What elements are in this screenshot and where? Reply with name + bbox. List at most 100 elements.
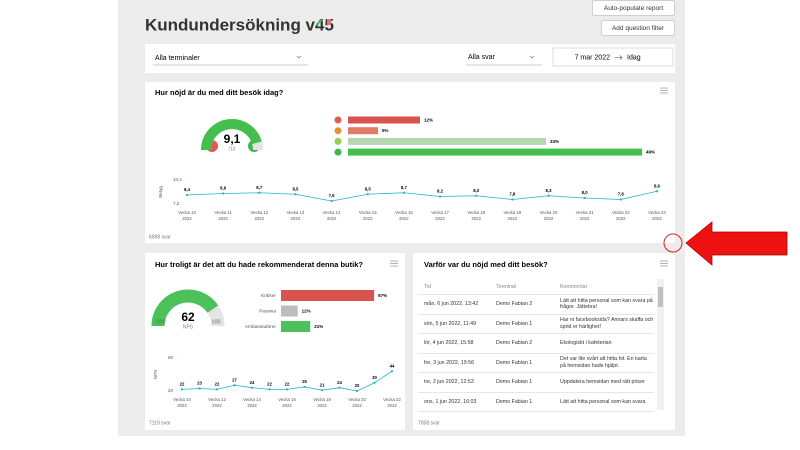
point-label: 7,6 <box>329 193 336 198</box>
page-title: Kundundersökning v45 <box>145 15 334 34</box>
add-filter-button[interactable]: Add question filter <box>601 20 675 36</box>
bar <box>281 321 311 332</box>
x-tick-year: 2022 <box>399 216 409 221</box>
x-tick-year: 2022 <box>327 216 337 221</box>
table-cell: Demo Fabian 1 <box>496 379 533 385</box>
card-title: Hur nöjd är du med ditt besök idag? <box>155 88 284 97</box>
table-cell: Har ni facebooksida? Annars skaffa och s… <box>560 317 654 330</box>
bar-category: Kritiker <box>261 293 276 299</box>
trend-point <box>294 193 297 196</box>
terminal-select[interactable]: Alla terminaler <box>155 55 200 62</box>
trend-point <box>185 193 189 197</box>
smiley-icon <box>334 127 342 135</box>
table-cell: Demo Fabian 2 <box>496 301 533 307</box>
point-label: 22 <box>215 381 220 386</box>
x-tick-label: Vecka 15 <box>359 210 377 215</box>
smiley-icon <box>334 137 342 145</box>
point-label: 27 <box>232 377 237 382</box>
x-tick-year: 2022 <box>282 403 292 408</box>
date-range[interactable] <box>552 47 674 67</box>
trend-point <box>250 386 254 389</box>
trend-point <box>583 196 586 200</box>
chevron <box>296 55 302 59</box>
trend-point <box>619 198 622 201</box>
x-tick-year: 2022 <box>182 216 192 221</box>
bar-label: 12% <box>424 117 433 122</box>
scrollbar[interactable] <box>657 279 664 410</box>
point-label: 8,7 <box>256 185 263 190</box>
bar-category: Ambassadörer <box>245 324 277 330</box>
card-title: Varför var du nöjd med ditt besök? <box>424 260 548 269</box>
x-tick-label: Vecka 14 <box>323 210 341 215</box>
point-label: 7,8 <box>618 192 625 197</box>
table-cell: lör, 4 jun 2022, 15:58 <box>424 340 474 346</box>
point-label: 8,3 <box>473 188 480 193</box>
response-count: 7119 svar <box>149 420 171 426</box>
chevron <box>529 55 535 59</box>
answers-select[interactable]: Alla svar <box>468 54 496 61</box>
trend-point <box>390 370 394 373</box>
bar-label: 33% <box>550 139 559 144</box>
trend-point <box>366 193 369 196</box>
point-label: 24 <box>337 380 342 385</box>
point-label: 24 <box>250 380 255 385</box>
x-tick-year: 2022 <box>177 403 187 408</box>
point-label: 8,7 <box>401 185 408 190</box>
x-tick-label: Vecka 14 <box>243 397 261 402</box>
auto-populate-button[interactable]: Auto-populate report <box>592 0 675 16</box>
x-tick-year: 2022 <box>212 403 222 408</box>
scroll-thumb[interactable] <box>658 287 663 307</box>
x-tick-year: 2022 <box>363 216 373 221</box>
bar-category: Passiva <box>259 308 276 314</box>
edit-icon[interactable] <box>316 19 323 26</box>
gauge-fill <box>151 289 219 327</box>
point-label: 25 <box>302 379 307 384</box>
gauge-label: NPS <box>183 324 194 330</box>
y-tick-label: 10,4 <box>173 177 182 182</box>
comments-table: Tid Terminal Kommentar mån, 6 jun 2022, 13:… <box>418 280 654 412</box>
point-label: 30 <box>372 375 377 380</box>
trend-point <box>373 381 376 384</box>
trend-point <box>198 387 201 390</box>
bar <box>348 148 642 156</box>
x-tick-year: 2022 <box>508 216 518 221</box>
point-label: 8,5 <box>292 186 299 191</box>
table-cell: fre, 3 jun 2022, 19:56 <box>424 359 475 366</box>
card <box>145 253 405 430</box>
bar <box>281 305 298 317</box>
x-tick-label: Vecka 18 <box>313 397 331 402</box>
y-tick-label: 60 <box>168 355 174 360</box>
point-label: 20 <box>355 383 360 388</box>
table-row: tor, 2 jun 2022, 12:53 Demo Fabian 1 Uppda… <box>418 373 654 393</box>
table-row: lör, 4 jun 2022, 15:58 Demo Fabian 2 Ekolo… <box>418 334 654 354</box>
bar <box>281 290 375 301</box>
delete-icon[interactable] <box>327 19 331 25</box>
x-tick-label: Vecka 18 <box>467 210 485 215</box>
trend-point <box>233 384 236 387</box>
point-label: 8,0 <box>582 190 589 195</box>
menu-icon[interactable] <box>660 260 668 267</box>
trend-point <box>402 191 405 194</box>
table-cell: Ekologiskt i kafeterian <box>560 340 612 346</box>
table-cell: ons, 1 jun 2022, 16:03 <box>424 398 477 405</box>
table-cell: Lätt att hitta personal som kan svara på… <box>560 297 653 311</box>
gauge-max: 100 <box>211 319 220 325</box>
card-title: Hur troligt är det att du hade rekommend… <box>155 260 363 269</box>
menu-icon[interactable] <box>390 260 398 267</box>
gauge-score: 62 <box>181 310 195 324</box>
x-tick-label: Vecka 16 <box>278 397 296 402</box>
x-tick-year: 2022 <box>317 403 327 408</box>
x-tick-year: 2022 <box>218 216 228 221</box>
table-cell: Demo Fabian 1 <box>496 320 533 327</box>
gauge-fill <box>201 119 262 151</box>
y-tick-label: 7,2 <box>173 201 180 206</box>
x-tick-label: Vecka 12 <box>250 210 268 215</box>
menu-icon[interactable] <box>660 87 668 94</box>
bar-label: 49% <box>646 150 655 155</box>
trend-point <box>338 386 341 389</box>
table-cell: Uppdatera hemsidan med rätt priser <box>560 379 645 385</box>
card <box>145 82 675 243</box>
x-tick-label: Vecka 13 <box>287 210 305 215</box>
